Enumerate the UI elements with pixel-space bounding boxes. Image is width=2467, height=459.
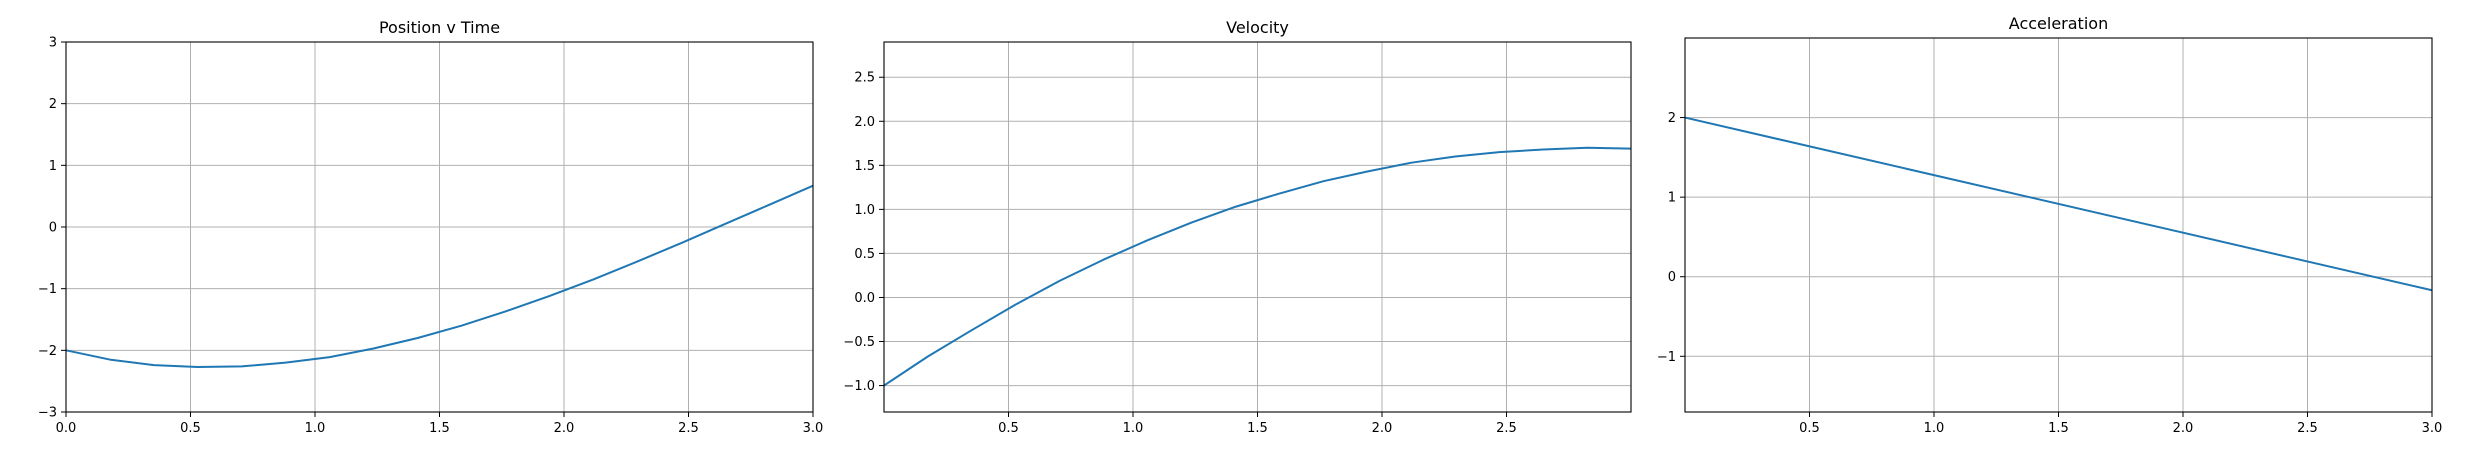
x-tick-label: 2.0: [554, 421, 575, 436]
chart-acceleration: 0.5 1.0 1.5 2.0 2.5 3.0 −1 0 1 2 Acceleration: [1657, 14, 2443, 436]
chart-title-acceleration: Acceleration: [2009, 14, 2108, 33]
y-tick-label: −3: [38, 406, 57, 421]
y-tick-label: −1: [1657, 350, 1676, 365]
x-tick-label: 1.0: [1924, 421, 1945, 436]
x-tick-label: 2.5: [2297, 421, 2318, 436]
y-tick-label: −1: [38, 282, 57, 297]
series-line: [1684, 116, 2433, 292]
y-tick-label: −1.0: [843, 379, 875, 394]
x-tick-label: 2.0: [2173, 421, 2194, 436]
y-tick-label: 3: [49, 36, 57, 51]
y-tick-label: 0: [49, 221, 57, 236]
x-tick-label: 0.5: [180, 421, 201, 436]
x-tick-label: 1.5: [429, 421, 450, 436]
x-tick-label: 1.5: [2048, 421, 2069, 436]
series-line: [883, 146, 1632, 387]
y-tick-label: −0.5: [843, 335, 875, 350]
y-tick-label: 0.5: [854, 247, 875, 262]
chart-position-v-time: 0.0 0.5 1.0 1.5 2.0 2.5 3.0 −3 −2 −1 0 1 2 3 Position …: [38, 18, 824, 436]
x-tick-label: 1.5: [1247, 421, 1268, 436]
x-tick-label: 1.0: [1123, 421, 1144, 436]
x-tick-label: 2.5: [678, 421, 699, 436]
y-tick-label: 2.5: [854, 71, 875, 86]
chart-title-position-v-time: Position v Time: [379, 18, 500, 37]
y-tick-label: 2.0: [854, 115, 875, 130]
x-tick-label: 0.5: [998, 421, 1019, 436]
x-tick-label: 3.0: [2422, 421, 2443, 436]
series-line: [65, 184, 814, 368]
y-tick-label: 2: [49, 97, 57, 112]
x-tick-label: 0.5: [1799, 421, 1820, 436]
y-tick-label: 1: [49, 159, 57, 174]
x-tick-label: 2.0: [1372, 421, 1393, 436]
y-tick-label: 1: [1668, 191, 1676, 206]
x-tick-label: 0.0: [56, 421, 77, 436]
y-tick-label: 1.0: [854, 203, 875, 218]
chart-title-velocity: Velocity: [1226, 18, 1289, 37]
y-tick-label: 0.0: [854, 291, 875, 306]
x-tick-label: 1.0: [305, 421, 326, 436]
y-tick-label: 1.5: [854, 159, 875, 174]
y-tick-label: 0: [1668, 270, 1676, 285]
chart-velocity: 0.5 1.0 1.5 2.0 2.5 −1.0 −0.5 0.0 0.5 1.0 1.5 2.0 2.…: [843, 18, 1632, 436]
y-tick-label: −2: [38, 344, 57, 359]
x-tick-label: 3.0: [803, 421, 824, 436]
y-tick-label: 2: [1668, 111, 1676, 126]
x-tick-label: 2.5: [1496, 421, 1517, 436]
